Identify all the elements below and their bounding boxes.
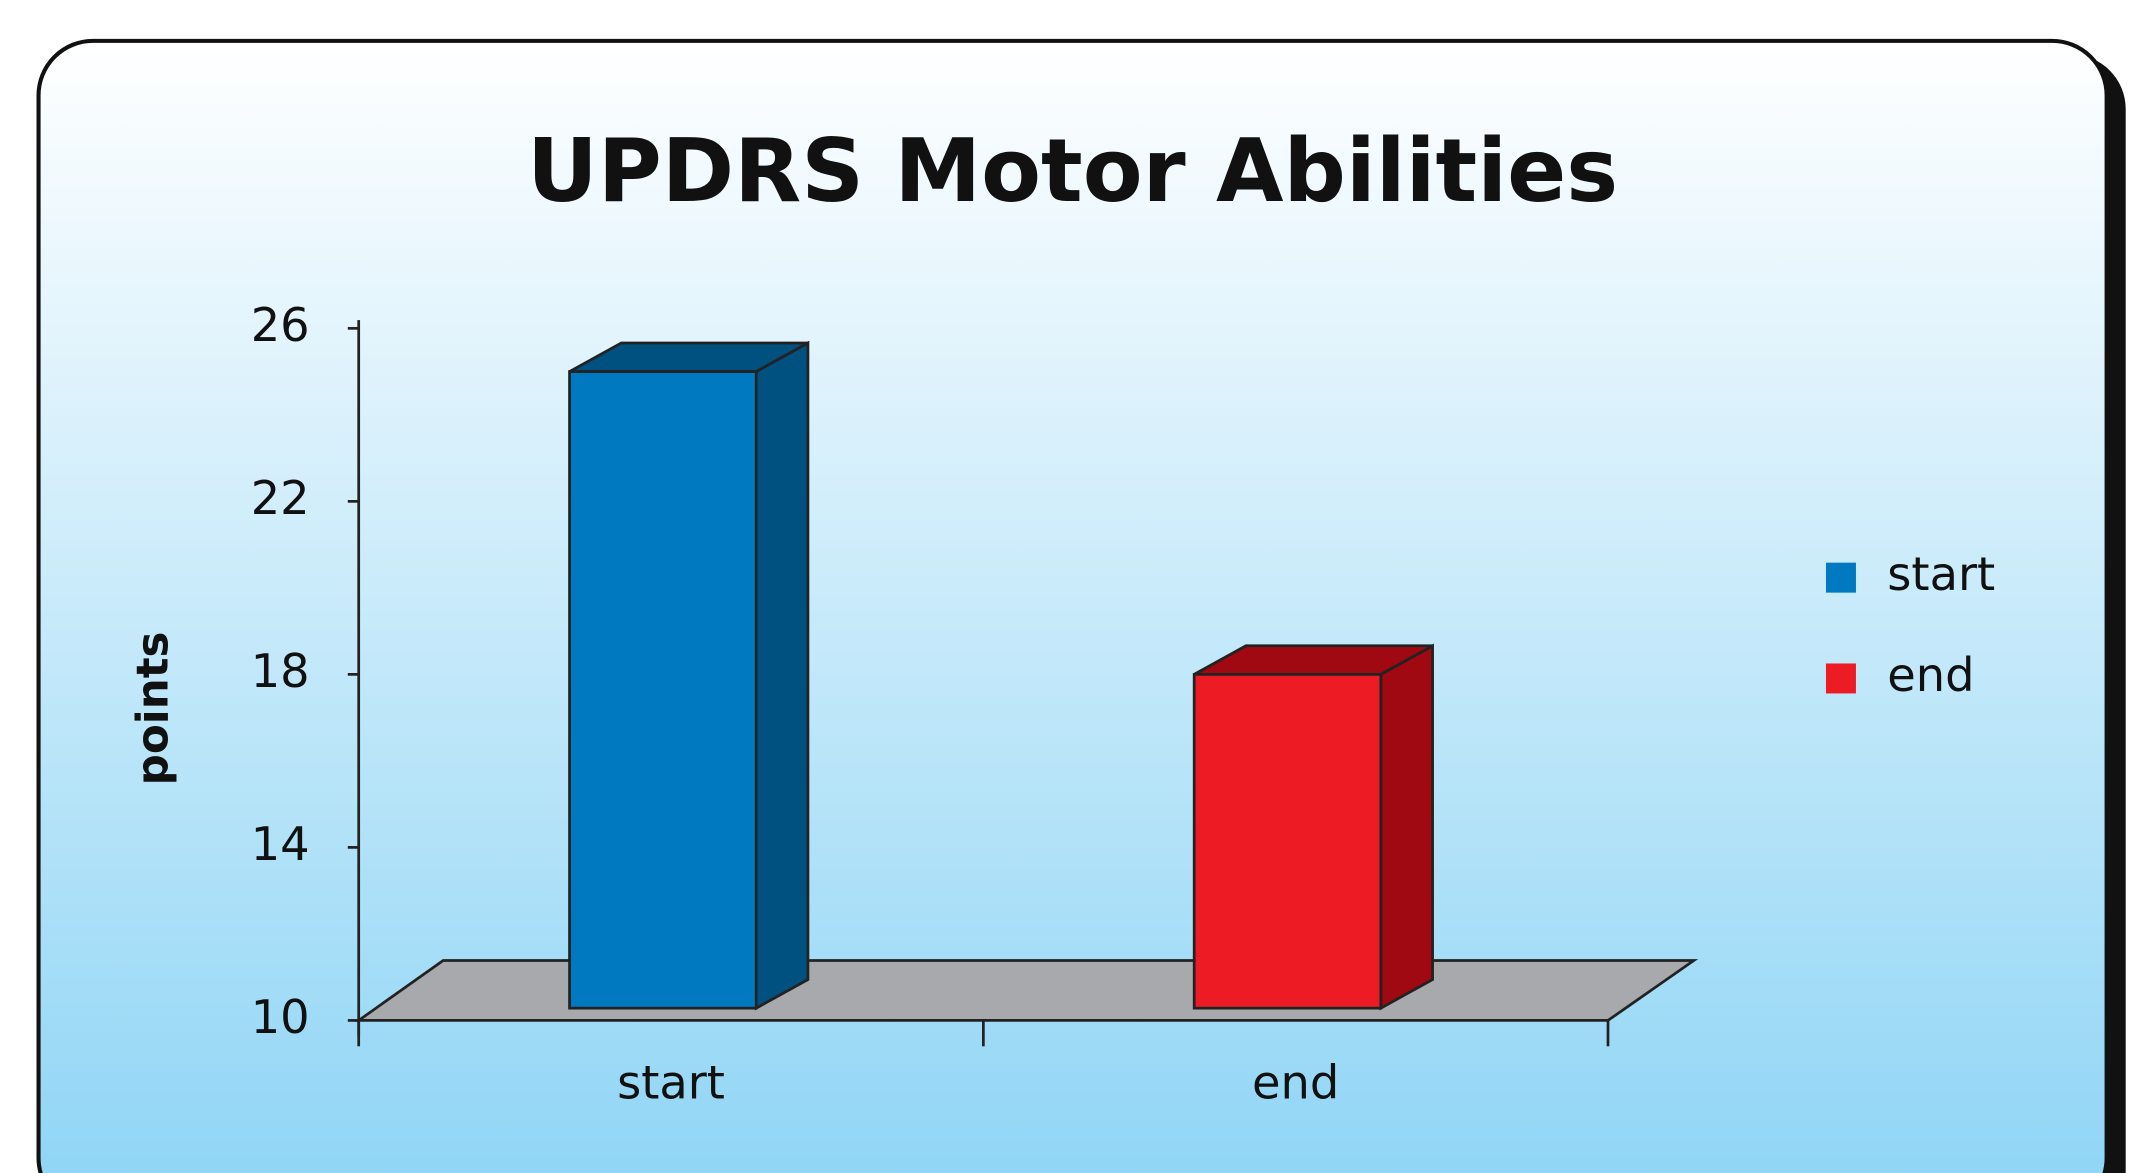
panel: [36, 38, 2109, 1173]
bar-side: [754, 340, 810, 1011]
x-tick-label: start: [617, 1055, 725, 1109]
y-tick-label: 10: [251, 990, 310, 1044]
y-tick-label: 18: [251, 644, 310, 698]
y-tick-label: 26: [251, 298, 310, 352]
legend-label: start: [1887, 547, 1995, 601]
chart-title: UPDRS Motor Abilities: [527, 120, 1618, 222]
bar-side: [1379, 643, 1434, 1011]
legend-swatch: [1825, 562, 1856, 593]
y-axis-label: points: [129, 631, 179, 785]
x-tick-label: end: [1252, 1055, 1339, 1109]
bar: [568, 370, 758, 1010]
bar: [1192, 673, 1383, 1010]
legend-swatch: [1825, 663, 1856, 694]
y-tick-label: 22: [251, 471, 310, 525]
y-tick-label: 14: [251, 817, 310, 871]
legend-label: end: [1887, 648, 1974, 702]
floor: [354, 959, 1699, 1022]
